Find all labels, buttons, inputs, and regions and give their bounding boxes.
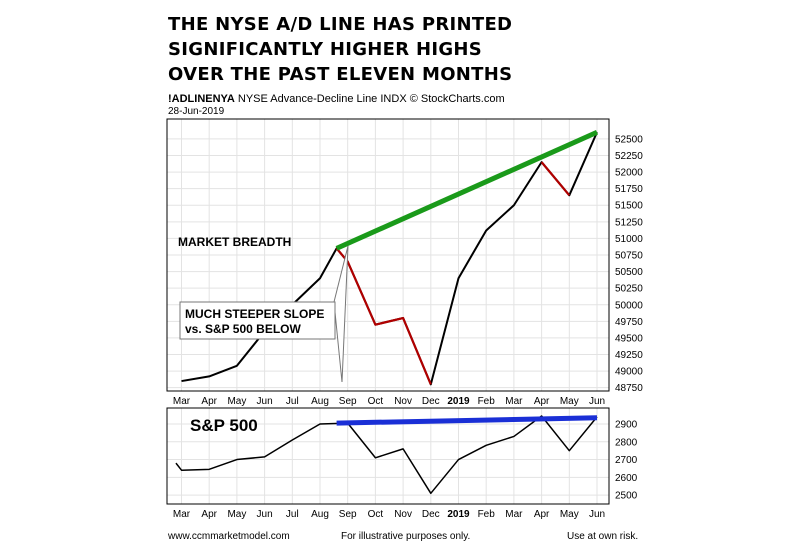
x-tick-label-1: Jun — [257, 396, 273, 407]
chart-header: !ADLINENYA NYSE Advance-Decline Line IND… — [168, 93, 505, 105]
title-line-1: THE NYSE A/D LINE HAS PRINTED — [168, 14, 513, 35]
x-tick-label-1: Mar — [173, 396, 191, 407]
x-tick-label-1: Mar — [505, 396, 523, 407]
x-tick-label-1: Dec — [422, 396, 440, 407]
y-tick-label-2: 2700 — [615, 455, 638, 466]
y-tick-label-1: 50500 — [615, 267, 643, 278]
x-tick-label-2: Mar — [505, 509, 523, 520]
y-tick-label-1: 52000 — [615, 168, 643, 179]
y-tick-label-1: 50000 — [615, 300, 643, 311]
y-tick-label-1: 52250 — [615, 151, 643, 162]
source-label: © StockCharts.com — [409, 93, 505, 105]
footer-website: www.ccmmarketmodel.com — [168, 531, 290, 542]
x-tick-label-2: Apr — [201, 509, 217, 520]
x-tick-label-2: Jun — [589, 509, 605, 520]
y-tick-label-1: 51750 — [615, 184, 643, 195]
callout-pointer — [333, 245, 349, 383]
ad-line-series — [181, 131, 598, 386]
x-tick-label-1: Oct — [368, 396, 384, 407]
x-tick-label-2: 2019 — [447, 509, 470, 520]
annotation-vs-sp500: vs. S&P 500 BELOW — [185, 322, 301, 336]
y-tick-label-1: 49500 — [615, 333, 643, 344]
ad-trend-line — [335, 129, 599, 251]
x-tick-label-1: Feb — [478, 396, 496, 407]
x-tick-label-2: Jun — [257, 509, 273, 520]
x-tick-label-2: Oct — [368, 509, 384, 520]
sp500-trend-line — [336, 415, 598, 426]
chart-date: 28-Jun-2019 — [168, 106, 225, 117]
footer-disclaimer: For illustrative purposes only. — [341, 531, 471, 542]
x-tick-label-2: May — [560, 509, 579, 520]
x-tick-label-1: Jun — [589, 396, 605, 407]
x-tick-label-1: Jul — [286, 396, 299, 407]
y-tick-label-1: 49750 — [615, 317, 643, 328]
y-tick-label-1: 51500 — [615, 201, 643, 212]
x-tick-label-1: Aug — [311, 396, 329, 407]
y-tick-label-1: 49250 — [615, 350, 643, 361]
y-tick-label-1: 51250 — [615, 217, 643, 228]
sp500-panel-label: S&P 500 — [190, 416, 258, 435]
x-tick-label-2: Jul — [286, 509, 299, 520]
x-tick-label-1: Apr — [201, 396, 217, 407]
x-tick-label-1: May — [227, 396, 246, 407]
ad-decline-segment — [540, 161, 571, 196]
x-tick-label-1: Sep — [339, 396, 357, 407]
y-tick-label-2: 2800 — [615, 437, 638, 448]
sp500-line-series — [175, 415, 598, 495]
y-tick-label-1: 52500 — [615, 134, 643, 145]
x-tick-label-1: May — [560, 396, 579, 407]
x-tick-label-2: Sep — [339, 509, 357, 520]
x-tick-label-2: May — [227, 509, 246, 520]
x-tick-label-2: Apr — [534, 509, 550, 520]
x-tick-label-2: Aug — [311, 509, 329, 520]
y-tick-label-1: 50250 — [615, 284, 643, 295]
title-line-2: SIGNIFICANTLY HIGHER HIGHS — [168, 39, 483, 60]
y-tick-label-1: 50750 — [615, 251, 643, 262]
annotation-market-breadth: MARKET BREADTH — [178, 235, 291, 249]
footer-risk: Use at own risk. — [567, 531, 639, 542]
callout-box — [179, 301, 336, 340]
y-tick-label-1: 48750 — [615, 383, 643, 394]
y-tick-label-1: 51000 — [615, 234, 643, 245]
x-tick-label-2: Feb — [478, 509, 496, 520]
x-tick-label-2: Mar — [173, 509, 191, 520]
x-tick-label-2: Nov — [394, 509, 412, 520]
symbol-label: !ADLINENYA — [168, 93, 235, 105]
x-tick-label-1: Apr — [534, 396, 550, 407]
series-name-label: NYSE Advance-Decline Line — [237, 93, 378, 105]
x-tick-label-1: Nov — [394, 396, 412, 407]
title-line-3: OVER THE PAST ELEVEN MONTHS — [168, 64, 513, 85]
y-tick-label-2: 2500 — [615, 491, 638, 502]
annotation-steeper-slope: MUCH STEEPER SLOPE — [185, 307, 324, 321]
exchange-label: INDX — [380, 93, 407, 105]
y-tick-label-2: 2600 — [615, 473, 638, 484]
x-tick-label-1: 2019 — [447, 396, 470, 407]
x-tick-label-2: Dec — [422, 509, 440, 520]
y-tick-label-2: 2900 — [615, 420, 638, 431]
plot-frame-2 — [166, 407, 610, 505]
y-tick-label-1: 49000 — [615, 367, 643, 378]
ad-decline-segment — [335, 247, 432, 385]
plot-frame-1 — [166, 118, 610, 392]
